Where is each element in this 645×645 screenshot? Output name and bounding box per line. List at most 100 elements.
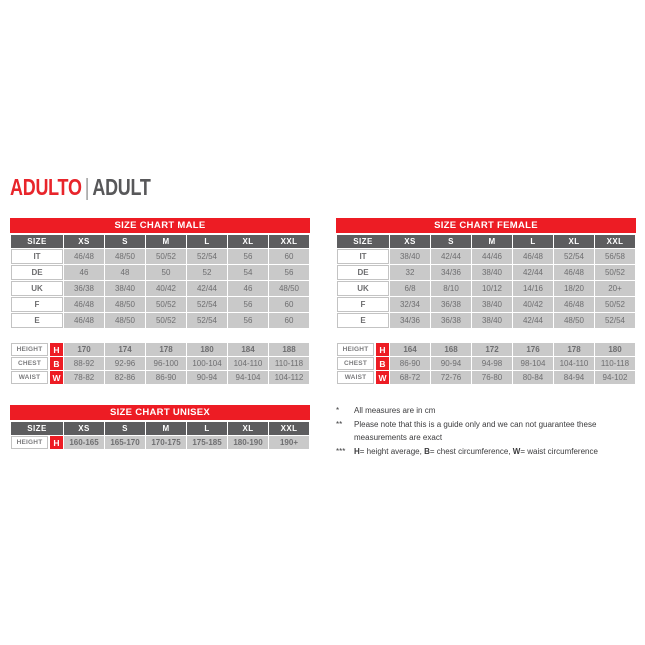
measure-badge-b: B <box>376 357 389 370</box>
male-row-label-f: F <box>11 297 63 312</box>
measure-name: HEIGHT <box>11 343 48 356</box>
measure-badge-w: W <box>50 371 63 384</box>
female-table: SIZE XS S M L XL XXL IT 38/40 42/44 44/46 46/48 52/5… <box>336 234 636 385</box>
female-header-row: SIZE XS S M L XL XXL <box>337 235 635 248</box>
table-cell: 110-118 <box>269 357 309 370</box>
table-cell: 36/38 <box>431 313 471 328</box>
table-row: WAIST W 78-82 82-86 86-90 90-94 94-104 104-112 <box>11 371 309 384</box>
table-row: HEIGHT H 164 168 172 176 178 180 <box>337 343 635 356</box>
male-header-xxl: XXL <box>269 235 309 248</box>
female-measure-label-chest: CHEST B <box>337 357 389 370</box>
table-cell: 40/42 <box>146 281 186 296</box>
table-cell: 42/44 <box>513 265 553 280</box>
table-cell: 46 <box>228 281 268 296</box>
table-cell: 32/34 <box>390 297 430 312</box>
table-row: UK 6/8 8/10 10/12 14/16 18/20 20+ <box>337 281 635 296</box>
title-separator: | <box>84 174 90 200</box>
table-row: DE 46 48 50 52 54 56 <box>11 265 309 280</box>
table-cell: 178 <box>146 343 186 356</box>
table-cell: 60 <box>269 313 309 328</box>
table-cell: 56/58 <box>595 249 635 264</box>
table-cell: 98-104 <box>513 357 553 370</box>
table-cell: 60 <box>269 249 309 264</box>
table-cell: 48/50 <box>105 313 145 328</box>
footnote-2: ** Please note that this is a guide only … <box>336 418 641 445</box>
male-row-label-de: DE <box>11 265 63 280</box>
male-measure-label-height: HEIGHT H <box>11 343 63 356</box>
female-row-label-f: F <box>337 297 389 312</box>
table-cell: 104-110 <box>554 357 594 370</box>
table-cell: 48/50 <box>269 281 309 296</box>
table-row: E 34/36 36/38 38/40 42/44 48/50 52/54 <box>337 313 635 328</box>
table-cell: 34/36 <box>431 265 471 280</box>
footnotes: * All measures are in cm ** Please note tha… <box>336 404 641 458</box>
table-row: E 46/48 48/50 50/52 52/54 56 60 <box>11 313 309 328</box>
table-row: F 32/34 36/38 38/40 40/42 46/48 50/52 <box>337 297 635 312</box>
female-row-label-e: E <box>337 313 389 328</box>
table-cell: 52/54 <box>187 249 227 264</box>
table-cell: 90-94 <box>187 371 227 384</box>
table-cell: 48/50 <box>105 249 145 264</box>
table-cell: 42/44 <box>187 281 227 296</box>
table-cell: 104-112 <box>269 371 309 384</box>
table-spacer <box>11 329 309 342</box>
table-cell: 20+ <box>595 281 635 296</box>
table-cell: 40/42 <box>513 297 553 312</box>
footnote-marker: ** <box>336 419 343 429</box>
unisex-header-xxl: XXL <box>269 422 309 435</box>
female-header-xs: XS <box>390 235 430 248</box>
male-header-size: SIZE <box>11 235 63 248</box>
table-cell: 52/54 <box>187 313 227 328</box>
table-cell: 94-104 <box>228 371 268 384</box>
unisex-chart-banner: SIZE CHART UNISEX <box>10 405 310 420</box>
table-cell: 96-100 <box>146 357 186 370</box>
table-cell: 14/16 <box>513 281 553 296</box>
female-chart-banner: SIZE CHART FEMALE <box>336 218 636 233</box>
footnote-text: H= height average, B= chest circumferenc… <box>354 446 598 456</box>
measure-badge-h: H <box>376 343 389 356</box>
table-cell: 184 <box>228 343 268 356</box>
male-row-label-uk: UK <box>11 281 63 296</box>
table-cell: 76-80 <box>472 371 512 384</box>
table-cell: 42/44 <box>513 313 553 328</box>
footnote-1: * All measures are in cm <box>336 404 641 418</box>
table-cell: 100-104 <box>187 357 227 370</box>
male-chart-banner: SIZE CHART MALE <box>10 218 310 233</box>
table-cell: 52/54 <box>595 313 635 328</box>
table-cell: 18/20 <box>554 281 594 296</box>
table-cell: 32 <box>390 265 430 280</box>
title-adult: ADULT <box>92 174 151 200</box>
table-cell: 172 <box>472 343 512 356</box>
table-row: HEIGHT H 160-165 165-170 170-175 175-185 180-1… <box>11 436 309 449</box>
table-cell: 86-90 <box>146 371 186 384</box>
table-cell: 36/38 <box>431 297 471 312</box>
table-cell: 46/48 <box>64 313 104 328</box>
female-header-size: SIZE <box>337 235 389 248</box>
table-cell: 168 <box>431 343 471 356</box>
table-cell: 56 <box>228 313 268 328</box>
unisex-header-xs: XS <box>64 422 104 435</box>
unisex-header-m: M <box>146 422 186 435</box>
table-cell: 180-190 <box>228 436 268 449</box>
table-row: UK 36/38 38/40 40/42 42/44 46 48/50 <box>11 281 309 296</box>
table-cell: 160-165 <box>64 436 104 449</box>
table-cell: 50/52 <box>146 249 186 264</box>
unisex-header-size: SIZE <box>11 422 63 435</box>
table-cell: 36/38 <box>64 281 104 296</box>
table-cell: 50/52 <box>595 297 635 312</box>
table-cell: 38/40 <box>390 249 430 264</box>
table-cell: 180 <box>595 343 635 356</box>
table-spacer <box>337 329 635 342</box>
footnote-3: *** H= height average, B= chest circumfer… <box>336 445 641 459</box>
table-row: DE 32 34/36 38/40 42/44 46/48 50/52 <box>337 265 635 280</box>
table-cell: 38/40 <box>472 297 512 312</box>
table-cell: 46 <box>64 265 104 280</box>
table-cell: 176 <box>513 343 553 356</box>
measure-badge-b: B <box>50 357 63 370</box>
male-row-label-e: E <box>11 313 63 328</box>
footnote-marker: *** <box>336 446 346 456</box>
measure-name: WAIST <box>337 371 374 384</box>
table-cell: 38/40 <box>472 313 512 328</box>
table-row: F 46/48 48/50 50/52 52/54 56 60 <box>11 297 309 312</box>
table-cell: 90-94 <box>431 357 471 370</box>
